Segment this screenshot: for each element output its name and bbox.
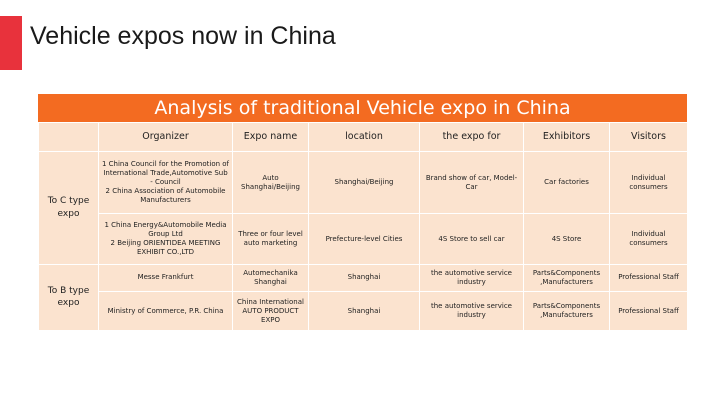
cell-exhibitors: Parts&Components ,Manufacturers (523, 291, 610, 331)
cell-organizer: 1 China Energy&Automobile Media Group Lt… (98, 213, 233, 265)
header-cell-corner (38, 122, 99, 152)
cell-location: Shanghai (308, 291, 420, 331)
cell-expo-for: the automotive service industry (419, 263, 524, 293)
header-cell-location: location (308, 122, 420, 152)
cell-exhibitors: 4S Store (523, 213, 610, 265)
group-label-to-b: To B type expo (38, 263, 99, 332)
header-cell-visitors: Visitors (609, 122, 688, 152)
cell-expo-name: Auto Shanghai/Beijing (232, 150, 309, 215)
cell-visitors: Professional Staff (609, 263, 688, 293)
slide-title: Vehicle expos now in China (30, 22, 336, 50)
cell-expo-for: 4S Store to sell car (419, 213, 524, 265)
table-row: Ministry of Commerce, P.R. China China I… (39, 291, 688, 331)
table-header-row: Organizer Expo name location the expo fo… (38, 122, 688, 152)
header-cell-expo-for: the expo for (419, 122, 524, 152)
cell-visitors: Individual consumers (609, 213, 688, 265)
cell-expo-name: Three or four level auto marketing (232, 213, 309, 265)
table-row: To C type expo 1 China Council for the P… (38, 150, 688, 265)
header-cell-expo-name: Expo name (232, 122, 309, 152)
cell-organizer: Messe Frankfurt (98, 263, 233, 293)
cell-organizer: 1 China Council for the Promotion of Int… (98, 150, 233, 215)
header-cell-exhibitors: Exhibitors (523, 122, 610, 152)
cell-expo-for: the automotive service industry (419, 291, 524, 331)
cell-organizer: Ministry of Commerce, P.R. China (98, 291, 233, 331)
table-row: 1 China Energy&Automobile Media Group Lt… (39, 213, 688, 265)
title-accent-bar (0, 16, 22, 70)
cell-visitors: Individual consumers (609, 150, 688, 215)
cell-location: Shanghai/Beijing (308, 150, 420, 215)
cell-location: Shanghai (308, 263, 420, 293)
table-title-banner: Analysis of traditional Vehicle expo in … (38, 94, 687, 122)
table-row: To B type expo Messe Frankfurt Automecha… (38, 263, 688, 332)
header-cell-organizer: Organizer (98, 122, 233, 152)
group-label-to-c: To C type expo (38, 151, 99, 265)
cell-visitors: Professional Staff (609, 291, 688, 331)
cell-expo-for: Brand show of car, Model-Car (419, 150, 524, 215)
cell-location: Prefecture-level Cities (308, 213, 420, 265)
cell-exhibitors: Parts&Components ,Manufacturers (523, 263, 610, 293)
cell-expo-name: China International AUTO PRODUCT EXPO (232, 291, 309, 331)
expo-analysis-table: Organizer Expo name location the expo fo… (38, 122, 688, 332)
cell-expo-name: Automechanika Shanghai (232, 263, 309, 293)
cell-exhibitors: Car factories (523, 150, 610, 215)
